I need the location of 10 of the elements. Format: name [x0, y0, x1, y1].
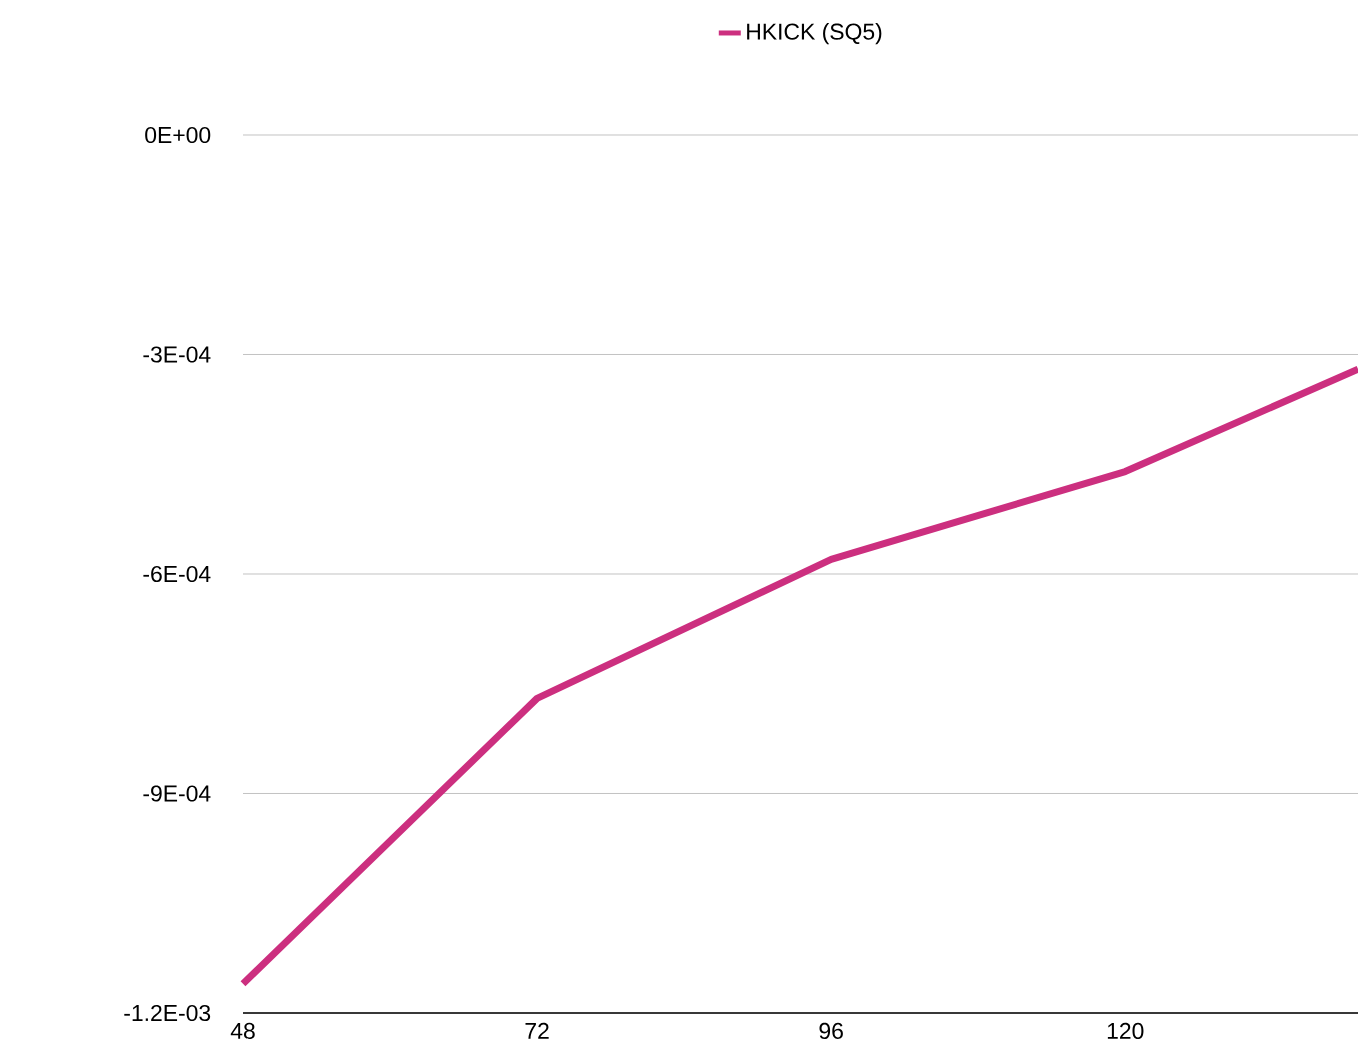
y-tick-label: -6E-04	[143, 565, 211, 583]
y-tick-label: -9E-04	[143, 785, 211, 802]
x-tick-label: 72	[525, 1022, 549, 1039]
y-tick-label: -1.2E-03	[124, 1004, 211, 1022]
x-tick-label: 96	[819, 1022, 843, 1040]
legend-label: HKICK (SQ5)	[747, 22, 882, 45]
x-tick-label: 48	[230, 1022, 255, 1040]
x-tick-label: 120	[1107, 1022, 1144, 1040]
y-tick-label: 0E+00	[145, 126, 211, 144]
y-tick-label: -3E-04	[143, 346, 211, 363]
